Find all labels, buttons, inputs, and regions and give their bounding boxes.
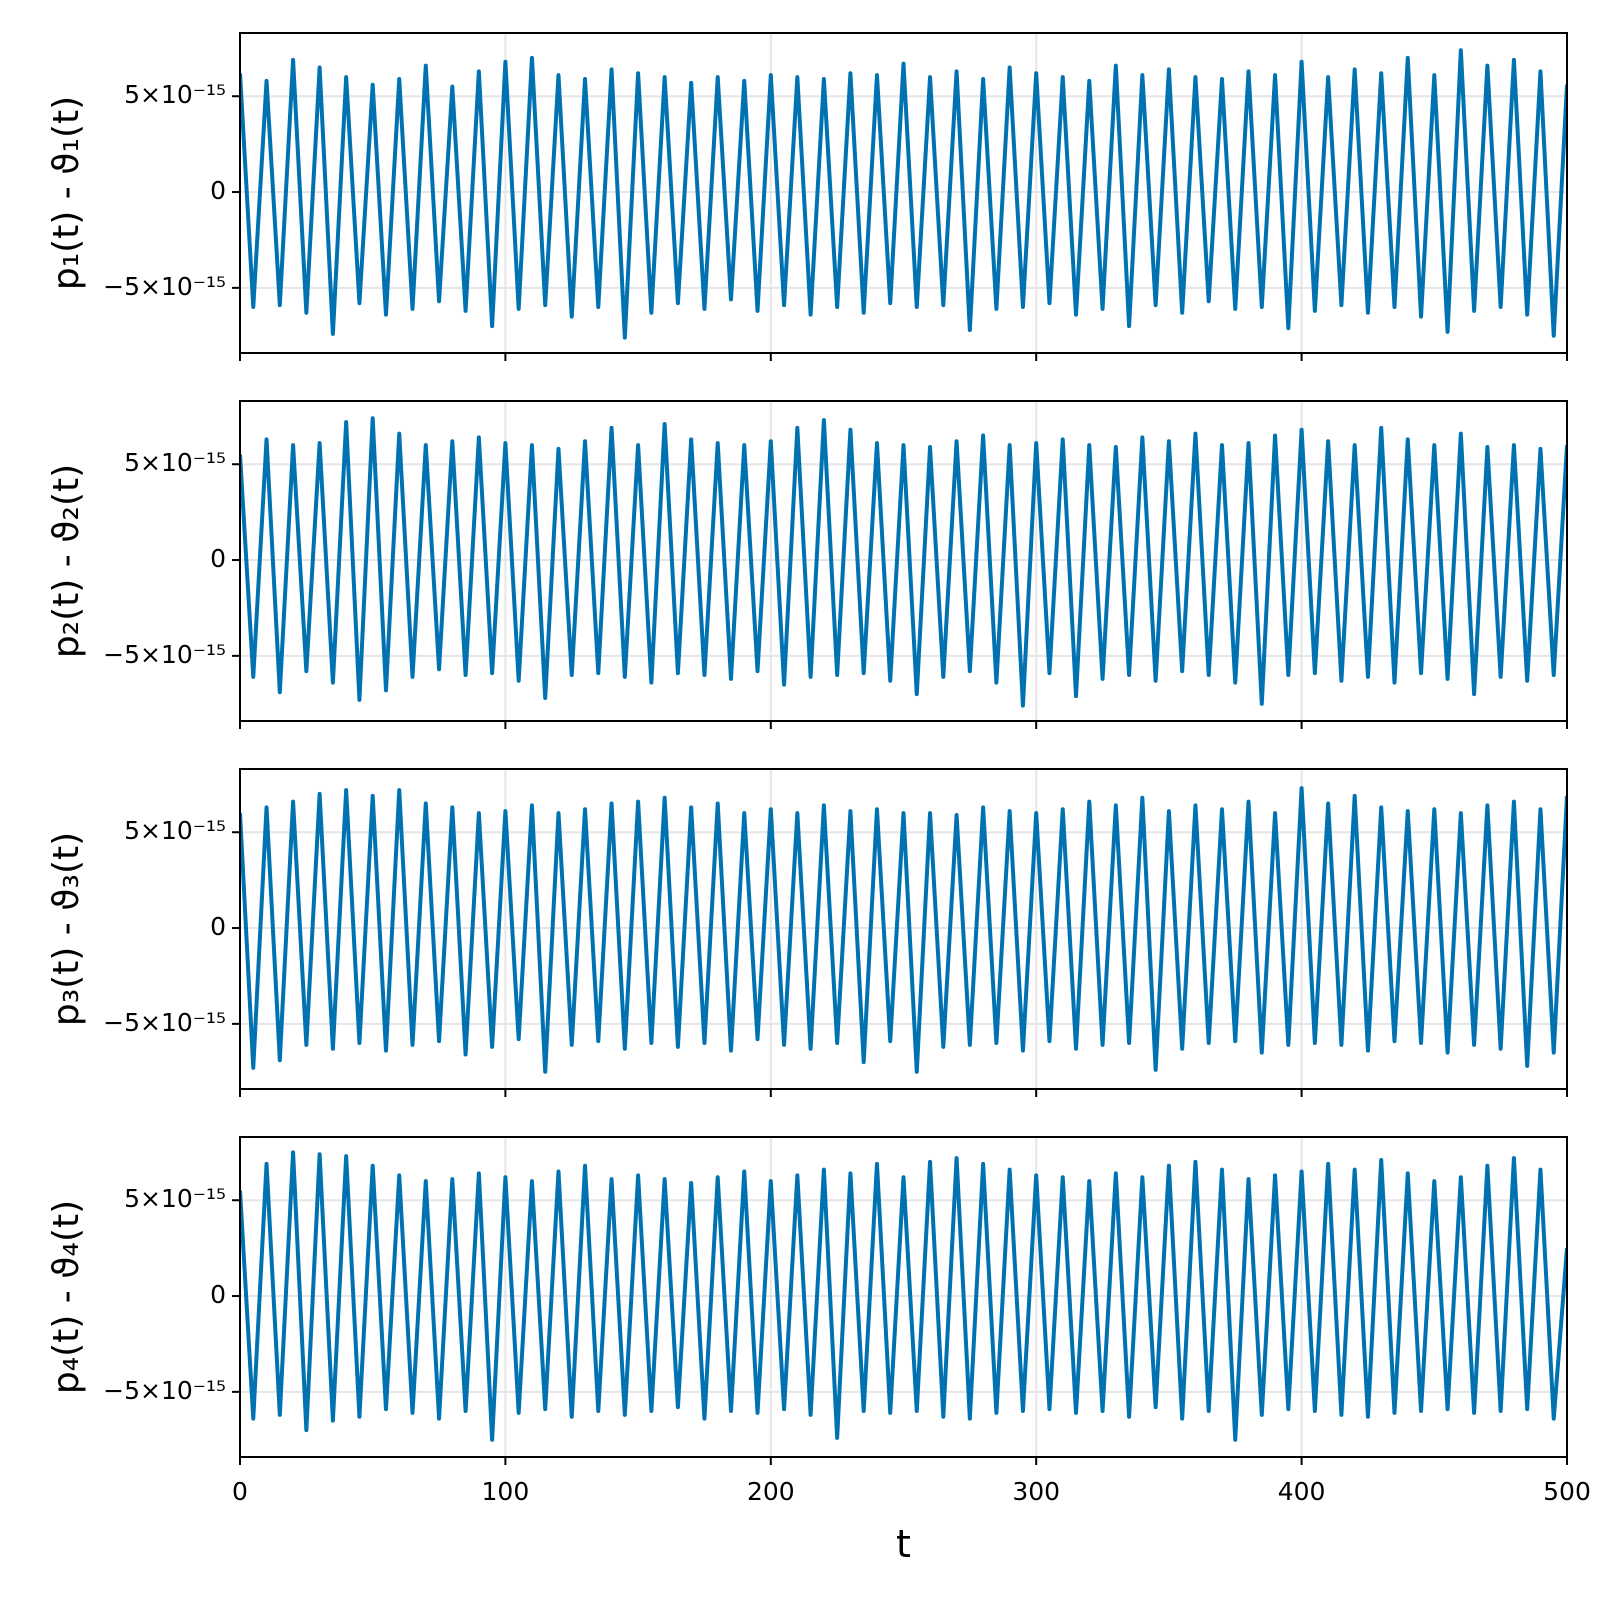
- panel: −5×10⁻¹⁵ 0 5×10⁻¹⁵ p₃(t) - ϑ₃(t): [46, 768, 1568, 1097]
- y-tick-label: 5×10⁻¹⁵: [124, 80, 226, 109]
- data-line: [240, 1150, 1567, 1442]
- x-tick-label: 0: [232, 1477, 248, 1506]
- panel: −5×10⁻¹⁵ 0 5×10⁻¹⁵ p₁(t) - ϑ₁(t): [46, 32, 1568, 361]
- data-line: [240, 416, 1567, 708]
- x-tick-label: 500: [1543, 1477, 1591, 1506]
- x-tick-label: 300: [1012, 1477, 1060, 1506]
- panel: 0 100 200 300 400 500 −5×10⁻¹⁵ 0 5×10⁻¹⁵ p₄(t) - …: [46, 1136, 1591, 1566]
- data-line: [240, 786, 1567, 1074]
- y-tick-label: 0: [210, 544, 226, 573]
- panel: −5×10⁻¹⁵ 0 5×10⁻¹⁵ p₂(t) - ϑ₂(t): [46, 400, 1568, 729]
- y-tick-label: −5×10⁻¹⁵: [103, 640, 226, 669]
- y-axis-label: p₄(t) - ϑ₄(t): [46, 1200, 87, 1394]
- data-line: [240, 48, 1567, 340]
- x-tick-label: 200: [747, 1477, 795, 1506]
- x-tick-label: 100: [482, 1477, 530, 1506]
- x-axis-label: t: [896, 1522, 911, 1566]
- y-tick-label: −5×10⁻¹⁵: [103, 1376, 226, 1405]
- y-axis-label: p₂(t) - ϑ₂(t): [46, 464, 87, 658]
- y-tick-label: 5×10⁻¹⁵: [124, 1184, 226, 1213]
- y-tick-label: 0: [210, 176, 226, 205]
- y-tick-label: 5×10⁻¹⁵: [124, 816, 226, 845]
- y-tick-label: 0: [210, 912, 226, 941]
- y-axis-label: p₃(t) - ϑ₃(t): [46, 832, 87, 1026]
- y-tick-label: 0: [210, 1280, 226, 1309]
- y-tick-label: −5×10⁻¹⁵: [103, 1008, 226, 1037]
- y-tick-label: 5×10⁻¹⁵: [124, 448, 226, 477]
- x-tick-label: 400: [1278, 1477, 1326, 1506]
- y-tick-label: −5×10⁻¹⁵: [103, 272, 226, 301]
- y-axis-label: p₁(t) - ϑ₁(t): [46, 96, 87, 290]
